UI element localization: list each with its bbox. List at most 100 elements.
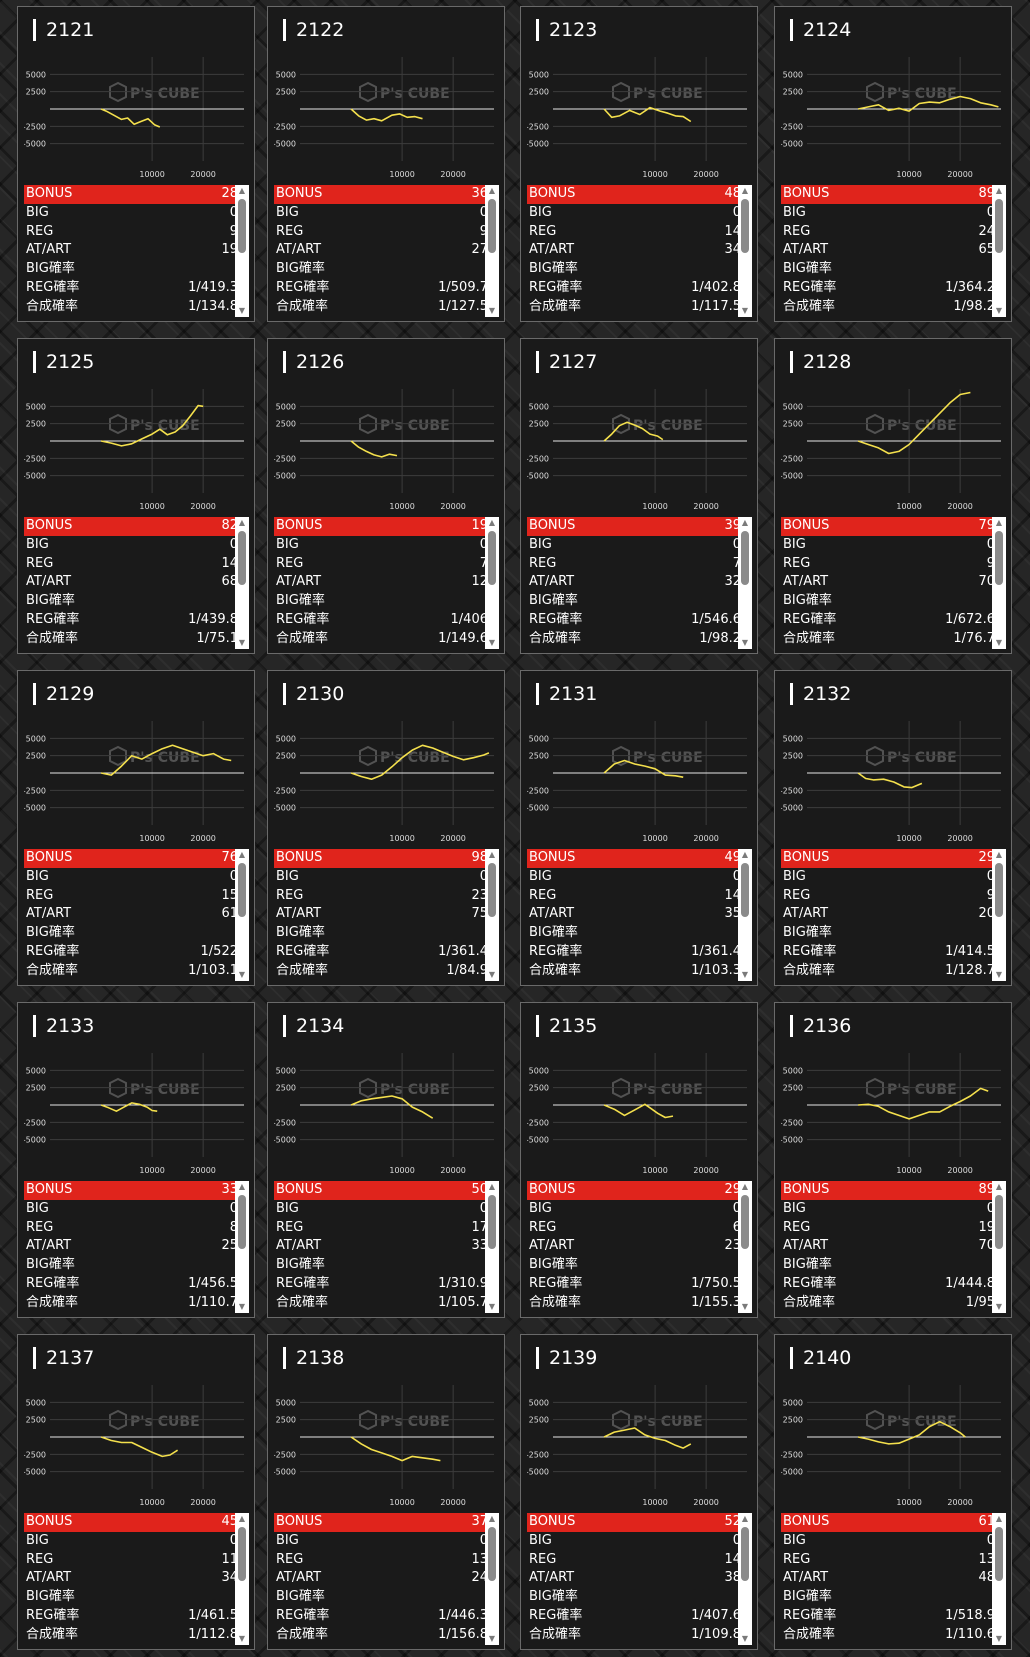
scrollbar[interactable]: ▲ ▼: [235, 517, 249, 649]
machine-card[interactable]: 2136 P's CUBE 5000 2500 -2500 -5000 10000 20000…: [774, 1002, 1012, 1318]
machine-card[interactable]: 2140 P's CUBE 5000 2500 -2500 -5000 10000 20000…: [774, 1334, 1012, 1650]
scrollbar[interactable]: ▲ ▼: [235, 849, 249, 981]
machine-card[interactable]: 2127 P's CUBE 5000 2500 -2500 -5000 10000 20000…: [520, 338, 758, 654]
scroll-down-arrow-icon[interactable]: ▼: [741, 1634, 749, 1643]
scroll-thumb[interactable]: [995, 1527, 1003, 1581]
scroll-up-arrow-icon[interactable]: ▲: [238, 186, 246, 195]
scrollbar[interactable]: ▲ ▼: [738, 185, 752, 317]
machine-card[interactable]: 2132 P's CUBE 5000 2500 -2500 -5000 10000 20000…: [774, 670, 1012, 986]
scroll-down-arrow-icon[interactable]: ▼: [995, 970, 1003, 979]
scroll-thumb[interactable]: [995, 199, 1003, 253]
scrollbar[interactable]: ▲ ▼: [235, 1181, 249, 1313]
scroll-thumb[interactable]: [995, 863, 1003, 917]
machine-card[interactable]: 2129 P's CUBE 5000 2500 -2500 -5000 10000 20000…: [17, 670, 255, 986]
scroll-thumb[interactable]: [238, 1527, 246, 1581]
scroll-thumb[interactable]: [995, 531, 1003, 585]
scrollbar[interactable]: ▲ ▼: [485, 185, 499, 317]
scroll-up-arrow-icon[interactable]: ▲: [741, 186, 749, 195]
scroll-up-arrow-icon[interactable]: ▲: [741, 1182, 749, 1191]
scrollbar[interactable]: ▲ ▼: [738, 849, 752, 981]
scroll-down-arrow-icon[interactable]: ▼: [995, 1302, 1003, 1311]
scroll-thumb[interactable]: [741, 863, 749, 917]
scrollbar[interactable]: ▲ ▼: [738, 517, 752, 649]
scroll-up-arrow-icon[interactable]: ▲: [995, 850, 1003, 859]
scrollbar[interactable]: ▲ ▼: [992, 1513, 1006, 1645]
scrollbar[interactable]: ▲ ▼: [992, 849, 1006, 981]
scroll-down-arrow-icon[interactable]: ▼: [238, 306, 246, 315]
scroll-up-arrow-icon[interactable]: ▲: [741, 518, 749, 527]
scroll-thumb[interactable]: [741, 1195, 749, 1249]
scroll-thumb[interactable]: [488, 531, 496, 585]
scroll-down-arrow-icon[interactable]: ▼: [741, 970, 749, 979]
machine-card[interactable]: 2134 P's CUBE 5000 2500 -2500 -5000 10000 20000…: [267, 1002, 505, 1318]
scroll-up-arrow-icon[interactable]: ▲: [488, 1182, 496, 1191]
machine-card[interactable]: 2122 P's CUBE 5000 2500 -2500 -5000 10000 20000…: [267, 6, 505, 322]
scroll-down-arrow-icon[interactable]: ▼: [995, 306, 1003, 315]
scroll-thumb[interactable]: [488, 863, 496, 917]
scrollbar[interactable]: ▲ ▼: [738, 1181, 752, 1313]
machine-card[interactable]: 2125 P's CUBE 5000 2500 -2500 -5000 10000 20000…: [17, 338, 255, 654]
machine-card[interactable]: 2121 P's CUBE 5000 2500 -2500 -5000 10000 20000…: [17, 6, 255, 322]
machine-card[interactable]: 2131 P's CUBE 5000 2500 -2500 -5000 10000 20000…: [520, 670, 758, 986]
scroll-down-arrow-icon[interactable]: ▼: [741, 306, 749, 315]
machine-card[interactable]: 2135 P's CUBE 5000 2500 -2500 -5000 10000 20000…: [520, 1002, 758, 1318]
scroll-down-arrow-icon[interactable]: ▼: [488, 1634, 496, 1643]
scroll-down-arrow-icon[interactable]: ▼: [741, 638, 749, 647]
scroll-thumb[interactable]: [488, 1195, 496, 1249]
scrollbar[interactable]: ▲ ▼: [992, 185, 1006, 317]
machine-card[interactable]: 2137 P's CUBE 5000 2500 -2500 -5000 10000 20000…: [17, 1334, 255, 1650]
scroll-down-arrow-icon[interactable]: ▼: [488, 306, 496, 315]
scroll-up-arrow-icon[interactable]: ▲: [238, 850, 246, 859]
scroll-thumb[interactable]: [741, 531, 749, 585]
scrollbar[interactable]: ▲ ▼: [485, 517, 499, 649]
scroll-up-arrow-icon[interactable]: ▲: [488, 518, 496, 527]
scroll-down-arrow-icon[interactable]: ▼: [488, 638, 496, 647]
scroll-up-arrow-icon[interactable]: ▲: [995, 1514, 1003, 1523]
scrollbar[interactable]: ▲ ▼: [235, 1513, 249, 1645]
scrollbar[interactable]: ▲ ▼: [485, 1513, 499, 1645]
scroll-up-arrow-icon[interactable]: ▲: [488, 186, 496, 195]
scroll-thumb[interactable]: [238, 863, 246, 917]
scroll-up-arrow-icon[interactable]: ▲: [995, 1182, 1003, 1191]
machine-card[interactable]: 2124 P's CUBE 5000 2500 -2500 -5000 10000 20000…: [774, 6, 1012, 322]
scroll-up-arrow-icon[interactable]: ▲: [488, 850, 496, 859]
scrollbar[interactable]: ▲ ▼: [992, 517, 1006, 649]
scroll-up-arrow-icon[interactable]: ▲: [995, 518, 1003, 527]
scroll-thumb[interactable]: [238, 531, 246, 585]
scroll-down-arrow-icon[interactable]: ▼: [238, 638, 246, 647]
scroll-down-arrow-icon[interactable]: ▼: [238, 970, 246, 979]
scroll-thumb[interactable]: [238, 199, 246, 253]
scrollbar[interactable]: ▲ ▼: [485, 849, 499, 981]
scroll-up-arrow-icon[interactable]: ▲: [488, 1514, 496, 1523]
scroll-up-arrow-icon[interactable]: ▲: [238, 1182, 246, 1191]
scroll-down-arrow-icon[interactable]: ▼: [995, 1634, 1003, 1643]
machine-card[interactable]: 2138 P's CUBE 5000 2500 -2500 -5000 10000 20000…: [267, 1334, 505, 1650]
scroll-thumb[interactable]: [741, 199, 749, 253]
scroll-up-arrow-icon[interactable]: ▲: [741, 850, 749, 859]
scrollbar[interactable]: ▲ ▼: [738, 1513, 752, 1645]
scroll-up-arrow-icon[interactable]: ▲: [741, 1514, 749, 1523]
machine-card[interactable]: 2126 P's CUBE 5000 2500 -2500 -5000 10000 20000…: [267, 338, 505, 654]
scrollbar[interactable]: ▲ ▼: [235, 185, 249, 317]
machine-card[interactable]: 2123 P's CUBE 5000 2500 -2500 -5000 10000 20000…: [520, 6, 758, 322]
scroll-thumb[interactable]: [741, 1527, 749, 1581]
scroll-down-arrow-icon[interactable]: ▼: [238, 1302, 246, 1311]
scrollbar[interactable]: ▲ ▼: [992, 1181, 1006, 1313]
scroll-up-arrow-icon[interactable]: ▲: [238, 518, 246, 527]
scroll-up-arrow-icon[interactable]: ▲: [995, 186, 1003, 195]
scrollbar[interactable]: ▲ ▼: [485, 1181, 499, 1313]
scroll-down-arrow-icon[interactable]: ▼: [238, 1634, 246, 1643]
machine-card[interactable]: 2133 P's CUBE 5000 2500 -2500 -5000 10000 20000…: [17, 1002, 255, 1318]
machine-card[interactable]: 2139 P's CUBE 5000 2500 -2500 -5000 10000 20000…: [520, 1334, 758, 1650]
scroll-down-arrow-icon[interactable]: ▼: [488, 970, 496, 979]
scroll-thumb[interactable]: [238, 1195, 246, 1249]
scroll-thumb[interactable]: [488, 1527, 496, 1581]
scroll-thumb[interactable]: [995, 1195, 1003, 1249]
scroll-down-arrow-icon[interactable]: ▼: [488, 1302, 496, 1311]
machine-card[interactable]: 2130 P's CUBE 5000 2500 -2500 -5000 10000 20000…: [267, 670, 505, 986]
scroll-down-arrow-icon[interactable]: ▼: [995, 638, 1003, 647]
scroll-down-arrow-icon[interactable]: ▼: [741, 1302, 749, 1311]
scroll-thumb[interactable]: [488, 199, 496, 253]
scroll-up-arrow-icon[interactable]: ▲: [238, 1514, 246, 1523]
machine-card[interactable]: 2128 P's CUBE 5000 2500 -2500 -5000 10000 20000…: [774, 338, 1012, 654]
